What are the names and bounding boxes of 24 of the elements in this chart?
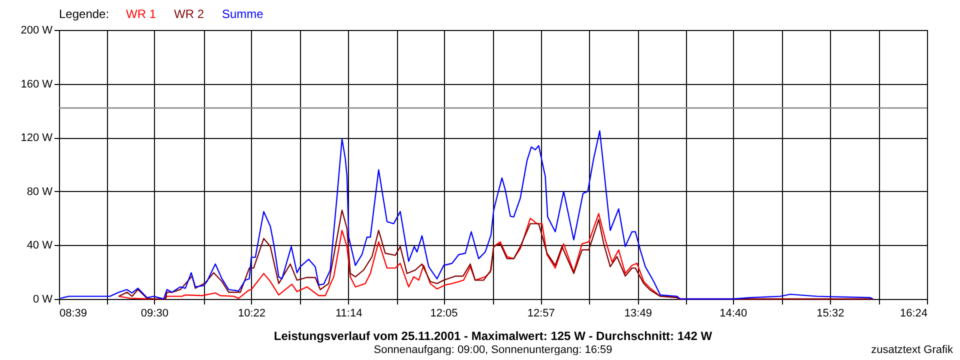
line-series: [60, 130, 874, 300]
x-tick-label: 12:05: [430, 308, 458, 320]
x-tick-label: 08:39: [60, 308, 88, 320]
y-tick-label: 120 W: [20, 132, 54, 144]
text: Leistungsverlauf vom 25.11.2001 - Maximalwert: 125 W - Durchschnitt: 142 W: [274, 329, 713, 343]
x-tick-label: 13:49: [624, 308, 652, 320]
text: Summe: [222, 7, 264, 21]
x-tick-label: 11:14: [335, 308, 362, 320]
y-tick-label: 0 W: [32, 294, 54, 306]
x-tick-label: 15:32: [816, 308, 844, 320]
x-tick-label: 09:30: [140, 308, 168, 320]
y-tick-label: 160 W: [20, 78, 54, 90]
y-tick-label: 80 W: [26, 186, 54, 198]
x-tick-label: 16:24: [900, 308, 928, 320]
text: WR 1: [126, 7, 156, 21]
y-tick-label: 40 W: [26, 240, 54, 252]
text: WR 2: [174, 7, 204, 21]
text: zusatztext Grafik: [871, 344, 954, 356]
x-tick-label: 12:57: [527, 308, 555, 320]
text: Sonnenaufgang: 09:00, Sonnenuntergang: 16:59: [374, 344, 612, 356]
x-tick-label: 10:22: [238, 308, 266, 320]
legend-title: Legende:: [59, 7, 110, 21]
x-tick-label: 14:40: [720, 308, 748, 320]
y-tick-label: 200 W: [20, 24, 54, 36]
